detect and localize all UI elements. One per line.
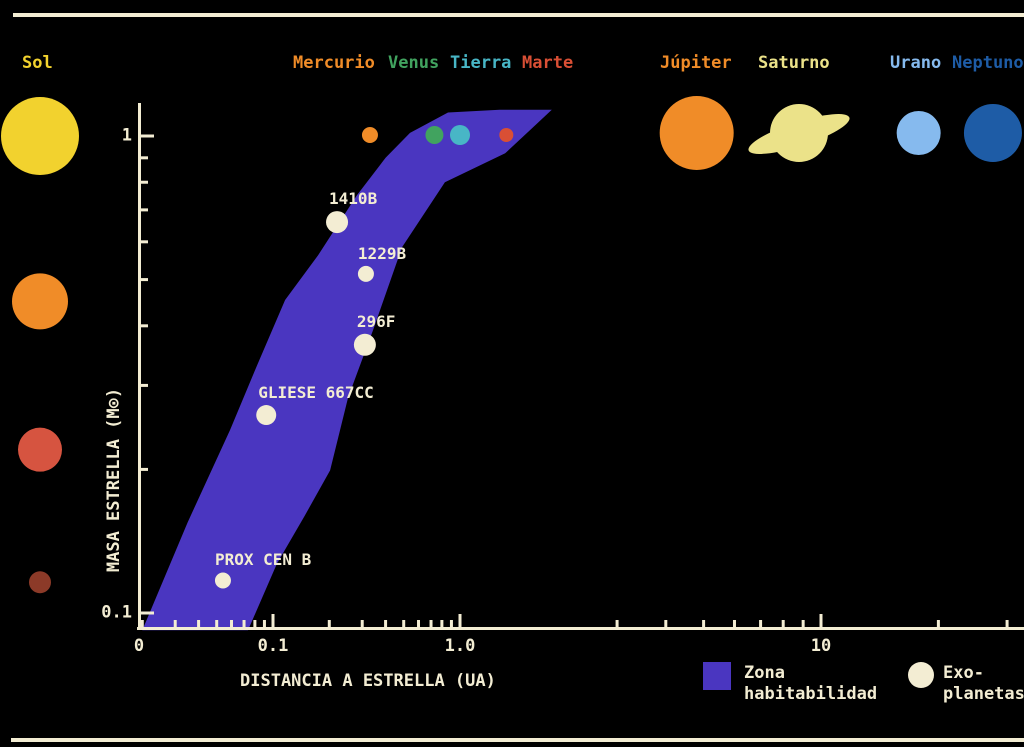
exoplanet-dot-prox-cen-b xyxy=(214,572,231,589)
planet-label-sol: Sol xyxy=(22,53,53,73)
planet-label-urano: Urano xyxy=(890,53,942,73)
planet-label-venus: Venus xyxy=(388,53,440,73)
planet-dot-tierra xyxy=(450,125,470,145)
legend-exo-swatch xyxy=(908,662,934,688)
x-tick-label: 0 xyxy=(133,636,145,656)
exoplanet-dot-296f xyxy=(353,333,376,356)
exoplanet-label-prox-cen-b: PROX CEN B xyxy=(214,550,312,570)
x-axis-title: DISTANCIA A ESTRELLA (UA) xyxy=(240,671,496,691)
orange-k-star-circle xyxy=(12,273,68,330)
planet-label-mercurio: Mercurio xyxy=(293,53,375,73)
exoplanet-label-1410b: 1410B xyxy=(329,189,378,209)
planet-illustration-neptuno xyxy=(963,104,1022,162)
exoplanet-label-296f: 296F xyxy=(356,311,396,331)
exoplanet-dot-1229b xyxy=(357,265,374,282)
planet-dot-mercurio xyxy=(361,127,378,143)
y-tick-label: 1 xyxy=(121,125,132,146)
exoplanet-dot-gliese-667cc xyxy=(256,405,277,426)
saturno-illustration xyxy=(748,104,850,162)
x-tick-label: 1.0 xyxy=(444,636,476,656)
exoplanet-label-1229b: 1229B xyxy=(357,243,407,263)
y-axis-title: MASA ESTRELLA (M⊙) xyxy=(104,387,124,573)
top-rule xyxy=(13,13,1024,17)
planet-label-saturno: Saturno xyxy=(758,53,830,73)
legend-exo-label: Exo-planetas xyxy=(943,663,1024,704)
legend-zone-swatch xyxy=(703,662,731,690)
red-m-star-circle xyxy=(18,427,62,472)
planet-dot-venus xyxy=(425,126,444,144)
planet-label-neptuno: Neptuno xyxy=(952,53,1024,73)
planet-dot-marte xyxy=(499,128,514,142)
x-tick-label: 10 xyxy=(810,636,832,656)
y-tick-label: 0.1 xyxy=(101,602,132,623)
planet-label-tierra: Tierra xyxy=(450,53,512,73)
exoplanet-label-gliese-667cc: GLIESE 667CC xyxy=(258,383,374,403)
planet-illustration-urano xyxy=(896,111,941,155)
exoplanet-dot-1410b xyxy=(326,211,349,234)
x-tick-label: 0.1 xyxy=(257,636,289,656)
planet-label-jupiter: Júpiter xyxy=(660,53,732,73)
habitable-zone-band xyxy=(142,109,552,631)
sol-star-circle xyxy=(1,97,79,175)
dark-red-dwarf-circle xyxy=(29,571,51,594)
legend-zone-label: Zona habitabilidad xyxy=(744,663,878,704)
planet-illustration-jupiter xyxy=(659,96,734,170)
planet-label-marte: Marte xyxy=(522,53,574,73)
bottom-rule xyxy=(11,738,1024,742)
